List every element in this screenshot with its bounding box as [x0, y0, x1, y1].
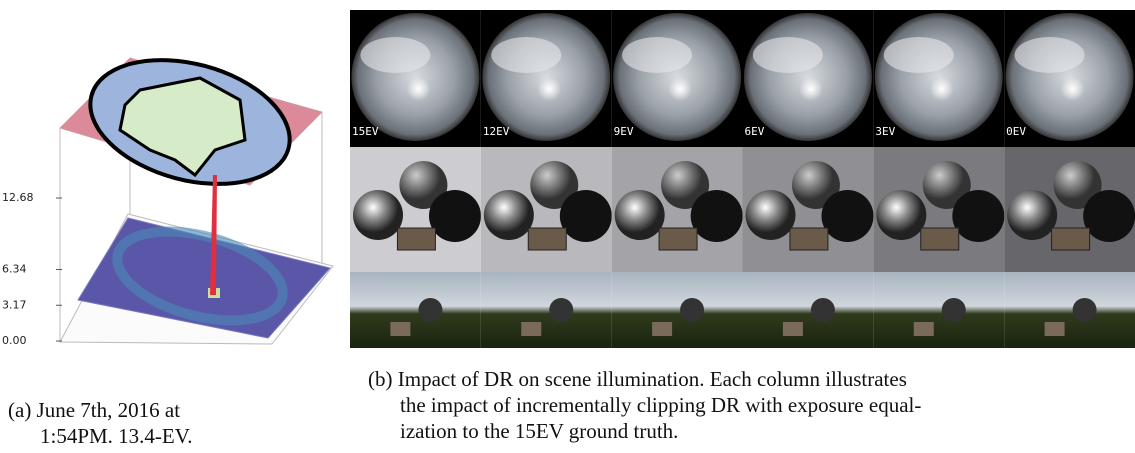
black-sphere — [560, 190, 612, 242]
clouds — [884, 37, 954, 73]
sky-dome — [482, 13, 610, 141]
plot-3d — [60, 40, 333, 344]
black-sphere — [691, 190, 743, 242]
chrome-sphere — [353, 190, 403, 240]
scene-image — [873, 272, 1004, 348]
scene-checker — [521, 322, 541, 336]
color-checker — [921, 228, 959, 250]
clouds — [491, 37, 561, 73]
image-column: 6EV — [743, 10, 874, 348]
z-tick-label: 6.34 — [2, 263, 27, 276]
scene-sphere — [942, 298, 966, 322]
scene-checker — [914, 322, 934, 336]
ev-label: 0EV — [1006, 125, 1026, 138]
scene-sphere — [549, 298, 573, 322]
scene-checker — [783, 322, 803, 336]
scene-sphere — [418, 298, 442, 322]
black-sphere — [429, 190, 481, 242]
caption-line: (b) Impact of DR on scene illumination. … — [368, 367, 907, 391]
scene-image — [350, 272, 481, 348]
clouds — [753, 37, 823, 73]
chrome-sphere — [484, 190, 534, 240]
color-checker — [1052, 228, 1090, 250]
chrome-sphere — [615, 190, 665, 240]
color-checker — [528, 228, 566, 250]
chrome-sphere — [876, 190, 926, 240]
color-checker — [790, 228, 828, 250]
ev-label: 15EV — [352, 125, 379, 138]
sun — [799, 77, 823, 101]
black-sphere — [952, 190, 1004, 242]
scene-sphere — [680, 298, 704, 322]
scene-image — [481, 272, 612, 348]
image-column: 15EV — [350, 10, 481, 348]
caption-line: 1:54PM. 13.4-EV. — [40, 424, 192, 448]
sky-dome — [1006, 13, 1134, 141]
scene-checker — [1045, 322, 1065, 336]
scene-image — [743, 272, 874, 348]
ev-label: 6EV — [745, 125, 765, 138]
chrome-sphere — [1007, 190, 1057, 240]
black-sphere — [1083, 190, 1135, 242]
figure: 0.003.176.3412.68 (a) June 7th, 2016 at1… — [0, 0, 1135, 453]
sky-dome — [351, 13, 479, 141]
clouds — [1015, 37, 1085, 73]
ev-label: 3EV — [875, 125, 895, 138]
page: 0.003.176.3412.68 (a) June 7th, 2016 at1… — [0, 0, 1135, 453]
sky-dome — [875, 13, 1003, 141]
caption-line: ization to the 15EV ground truth. — [400, 419, 678, 443]
scene-image — [612, 272, 743, 348]
color-checker — [397, 228, 435, 250]
sun — [668, 77, 692, 101]
clouds — [360, 37, 430, 73]
sun — [1061, 77, 1085, 101]
black-sphere — [822, 190, 874, 242]
image-column: 0EV — [1004, 10, 1135, 348]
z-tick-label: 3.17 — [2, 298, 27, 311]
image-column: 9EV — [612, 10, 743, 348]
sky-dome — [613, 13, 741, 141]
sky-dome — [744, 13, 872, 141]
ev-label: 9EV — [614, 125, 634, 138]
z-tick-label: 0.00 — [2, 334, 27, 347]
caption-line: (a) June 7th, 2016 at — [8, 398, 180, 422]
scene-sphere — [811, 298, 835, 322]
scene-checker — [652, 322, 672, 336]
clouds — [622, 37, 692, 73]
image-column: 3EV — [873, 10, 1004, 348]
scene-sphere — [1073, 298, 1097, 322]
z-tick-label: 12.68 — [2, 191, 34, 204]
caption-line: the impact of incrementally clipping DR … — [400, 393, 921, 417]
sun — [406, 77, 430, 101]
chrome-sphere — [746, 190, 796, 240]
ev-label: 12EV — [483, 125, 510, 138]
color-checker — [659, 228, 697, 250]
scene-image — [1004, 272, 1135, 348]
sun — [537, 77, 561, 101]
scene-checker — [390, 322, 410, 336]
image-column: 12EV — [481, 10, 612, 348]
sun — [930, 77, 954, 101]
